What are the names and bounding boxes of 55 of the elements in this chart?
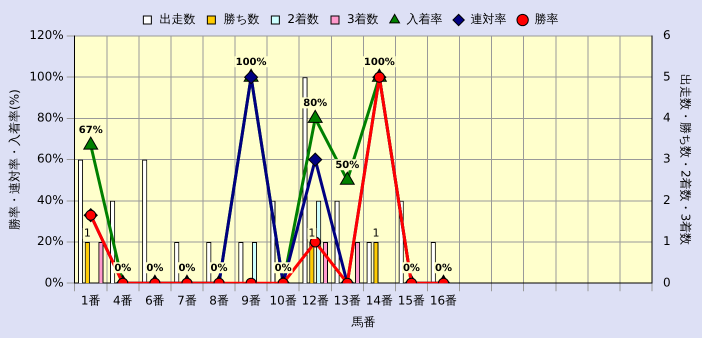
legend-label: 連対率 [470, 12, 507, 26]
data-label: 0% [274, 262, 292, 274]
x-tick-label: 13番 [334, 294, 361, 308]
x-tick-label: 10番 [270, 294, 297, 308]
x-tick-label: 1番 [80, 294, 101, 308]
data-label: 0% [178, 262, 196, 274]
data-label: 0% [210, 262, 228, 274]
x-tick-label: 4番 [112, 294, 133, 308]
y2-axis-title: 出走数・勝ち数・2着数・3着数 [678, 74, 693, 246]
data-label: 100% [236, 56, 267, 68]
legend-label: 2着数 [287, 12, 320, 26]
data-label: 0% [435, 262, 452, 274]
x-tick-label: 9番 [241, 294, 261, 308]
y-tick-label: 60% [37, 152, 64, 166]
legend-label: 勝率 [534, 12, 559, 26]
y-tick-label: 40% [37, 192, 64, 207]
legend-label: 入着率 [406, 12, 443, 26]
y-tick-label: 120% [29, 28, 64, 42]
data-label: 80% [303, 98, 328, 109]
y-axis-title: 勝率・連対率・入着率(%) [7, 89, 22, 230]
y2-tick-label: 0 [662, 275, 671, 290]
data-label: 0% [114, 262, 132, 274]
x-tick-label: 15番 [398, 294, 426, 308]
y-tick-label: 0% [44, 275, 64, 290]
y2-tick-label: 3 [662, 152, 671, 166]
x-tick-label: 6番 [145, 294, 165, 308]
legend-label: 勝ち数 [223, 12, 260, 26]
legend-label: 出走数 [159, 12, 196, 26]
x-tick-label: 8番 [209, 294, 229, 308]
data-label: 1 [308, 226, 316, 240]
y2-tick-label: 4 [662, 110, 671, 125]
x-tick-label: 14番 [366, 294, 394, 308]
data-label: 50% [335, 160, 360, 171]
data-label: 0% [402, 262, 420, 274]
y-tick-label: 100% [29, 69, 64, 84]
y2-tick-label: 2 [662, 192, 671, 207]
y2-tick-label: 6 [662, 28, 671, 42]
data-label: 1 [84, 226, 91, 240]
data-label: 67% [78, 124, 103, 136]
y-tick-label: 20% [37, 234, 64, 248]
x-tick-label: 16番 [430, 294, 458, 308]
data-label: 1 [372, 226, 380, 240]
data-label: 100% [364, 56, 395, 68]
legend-label: 3着数 [347, 12, 379, 26]
point [83, 136, 98, 150]
point [244, 70, 258, 84]
x-tick-label: 7番 [177, 294, 197, 308]
y-tick-label: 80% [37, 110, 64, 125]
y2-tick-label: 1 [662, 234, 671, 248]
x-tick-label: 12番 [302, 294, 329, 308]
data-label: 0% [146, 262, 164, 274]
x-axis-title: 馬番 [350, 314, 376, 329]
point [340, 172, 355, 185]
y2-tick-label: 5 [662, 69, 671, 84]
point [308, 110, 323, 123]
